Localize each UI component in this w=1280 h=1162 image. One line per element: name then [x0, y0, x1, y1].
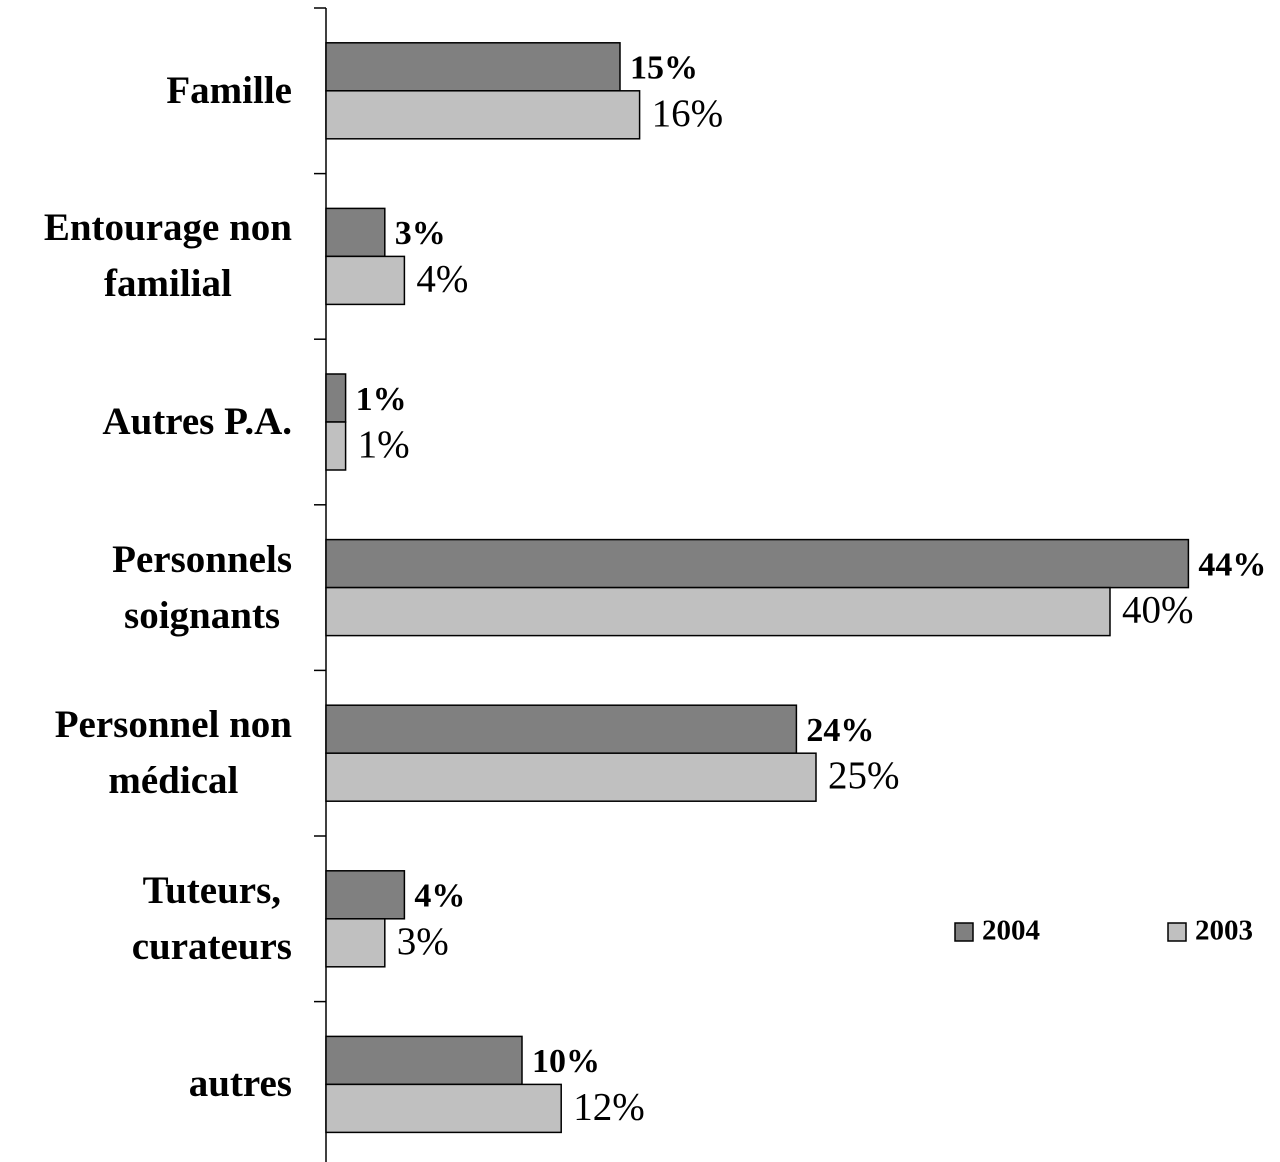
- category-label: Personnels soignants: [112, 537, 292, 637]
- bar: [325, 1035, 523, 1086]
- value-label: 3%: [397, 920, 449, 963]
- category-label: Famille: [166, 68, 292, 112]
- legend-swatch: [1167, 922, 1187, 942]
- legend-swatch: [954, 922, 974, 942]
- value-label: 1%: [356, 381, 407, 418]
- value-label: 10%: [532, 1043, 600, 1080]
- category-label: Personnel non médical: [54, 703, 292, 803]
- bar: [325, 538, 1190, 589]
- value-label: 15%: [630, 50, 698, 87]
- value-label: 25%: [828, 754, 900, 797]
- bar: [325, 42, 621, 92]
- category-label: autres: [188, 1062, 292, 1106]
- legend-label: 2004: [982, 915, 1040, 947]
- bar: [325, 586, 1111, 637]
- value-label: 12%: [573, 1085, 645, 1128]
- value-label: 40%: [1122, 589, 1194, 632]
- bar: [325, 90, 641, 140]
- bar: [325, 373, 347, 423]
- bar: [325, 752, 817, 802]
- bar: [325, 1083, 562, 1134]
- value-label: 4%: [416, 257, 468, 300]
- bar: [325, 421, 347, 471]
- value-label: 16%: [652, 92, 724, 135]
- value-label: 3%: [395, 215, 446, 252]
- bar: [325, 918, 386, 968]
- legend-label: 2003: [1195, 915, 1253, 947]
- value-label: 44%: [1198, 546, 1266, 583]
- bar: [325, 255, 406, 306]
- bar: [325, 207, 386, 258]
- bar: [325, 870, 406, 920]
- bar: [325, 704, 798, 754]
- category-label: Autres P.A.: [102, 400, 292, 443]
- value-label: 4%: [414, 878, 465, 915]
- category-label: Entourage non familial: [43, 206, 292, 306]
- value-label: 24%: [806, 712, 874, 749]
- category-label: Tuteurs, curateurs: [131, 868, 292, 968]
- value-label: 1%: [358, 423, 410, 466]
